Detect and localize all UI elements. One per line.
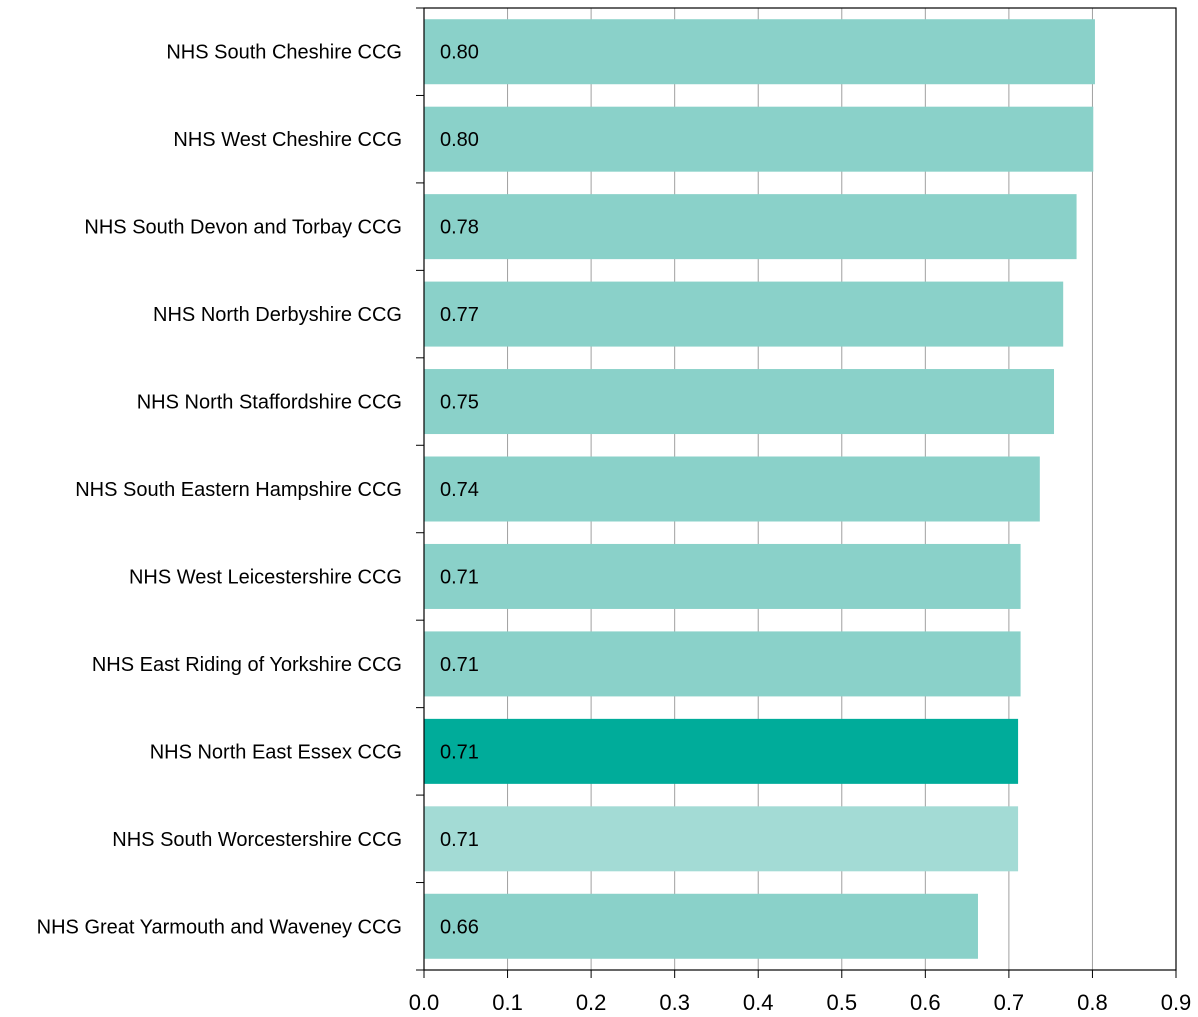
category-label: NHS West Cheshire CCG	[173, 129, 402, 151]
bar	[424, 369, 1055, 435]
category-label: NHS East Riding of Yorkshire CCG	[92, 654, 402, 676]
category-label: NHS South Devon and Torbay CCG	[84, 217, 402, 239]
bar	[424, 806, 1019, 872]
bar	[424, 631, 1021, 697]
data-label: 0.71	[440, 566, 479, 588]
data-label: 0.80	[440, 42, 479, 64]
x-tick-label: 0.2	[576, 990, 607, 1015]
bar	[424, 893, 978, 959]
data-label: 0.71	[440, 741, 479, 763]
x-tick-label: 0.6	[910, 990, 941, 1015]
bar	[424, 194, 1077, 260]
data-label: 0.74	[440, 479, 479, 501]
plot-border	[423, 7, 1177, 971]
category-label: NHS South Cheshire CCG	[166, 42, 402, 64]
data-label: 0.75	[440, 392, 479, 414]
category-label: NHS South Eastern Hampshire CCG	[75, 479, 402, 501]
category-label: NHS West Leicestershire CCG	[129, 566, 402, 588]
x-tick-label: 0.8	[1077, 990, 1108, 1015]
category-label: NHS North East Essex CCG	[150, 741, 402, 763]
x-tick-label: 0.7	[994, 990, 1025, 1015]
data-label: 0.71	[440, 829, 479, 851]
x-tick-label: 0.0	[409, 990, 440, 1015]
x-tick-label: 0.3	[659, 990, 690, 1015]
axes	[416, 7, 1177, 978]
data-label: 0.78	[440, 217, 479, 239]
bar	[424, 281, 1064, 347]
category-label: NHS North Staffordshire CCG	[137, 392, 402, 414]
category-label: NHS Great Yarmouth and Waveney CCG	[37, 916, 402, 938]
bar	[424, 19, 1095, 85]
bar	[424, 106, 1094, 172]
x-tick-label: 0.4	[743, 990, 774, 1015]
category-label: NHS South Worcestershire CCG	[112, 829, 402, 851]
x-tick-label: 0.1	[492, 990, 523, 1015]
bar	[424, 456, 1040, 522]
labels: 0.0 0.1 0.2 0.3 0.4 0.5 0.6 0.7 0.8 0.9 0.80 NHS So…	[37, 42, 1192, 1015]
x-tick-label: 0.5	[826, 990, 857, 1015]
bar	[424, 718, 1019, 784]
x-tick-label: 0.9	[1161, 990, 1192, 1015]
data-label: 0.77	[440, 304, 479, 326]
data-label: 0.71	[440, 654, 479, 676]
data-label: 0.80	[440, 129, 479, 151]
bar	[424, 543, 1021, 609]
bars	[424, 19, 1095, 959]
data-label: 0.66	[440, 916, 479, 938]
category-label: NHS North Derbyshire CCG	[153, 304, 402, 326]
